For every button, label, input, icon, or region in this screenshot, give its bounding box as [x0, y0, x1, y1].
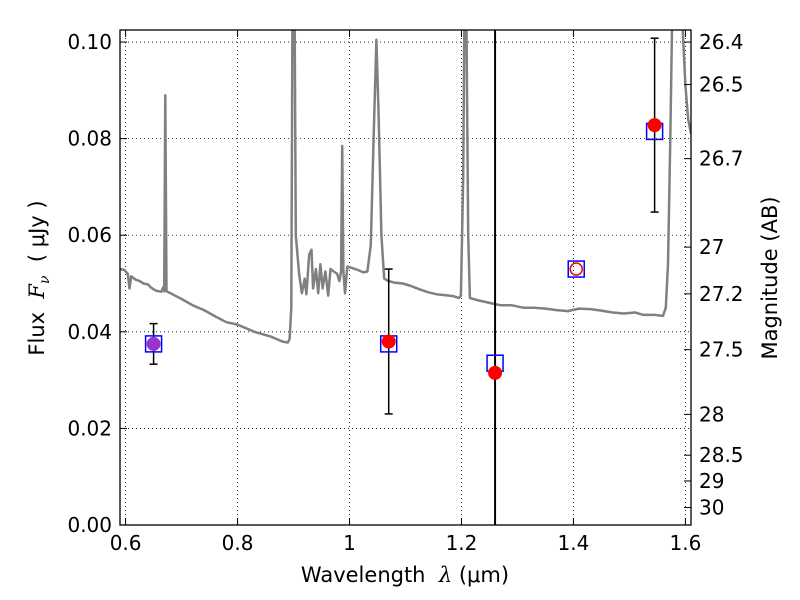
x-tick-label: 1 — [343, 531, 356, 555]
y-tick-label: 0.02 — [67, 416, 112, 440]
x-axis-label-prefix: Wavelength — [301, 563, 439, 587]
y-axis-label-subscript: ν — [37, 275, 53, 284]
x-axis-ticks: 0.6 0.8 1 1.2 1.4 1.6 — [110, 30, 701, 555]
observed-circle-marker — [647, 118, 662, 133]
y2-tick-label: 30 — [699, 495, 724, 519]
y-tick-label: 0.08 — [67, 127, 112, 151]
model-spectrum — [120, 30, 691, 344]
x-tick-label: 1.2 — [446, 531, 478, 555]
error-bars — [149, 37, 659, 415]
y2-tick-label: 27.2 — [699, 282, 744, 306]
spectrum-line — [120, 30, 691, 344]
y2-tick-label: 26.7 — [699, 147, 744, 171]
y2-tick-label: 27 — [699, 235, 724, 259]
x-axis-label-symbol: λ — [438, 563, 452, 587]
observed-circle-marker — [488, 365, 503, 380]
y-axis-ticks: 0.00 0.02 0.04 0.06 0.08 0.10 — [67, 30, 127, 537]
y-axis-label-prefix: Flux — [25, 299, 49, 356]
x-tick-label: 0.6 — [110, 531, 142, 555]
y2-tick-label: 28.5 — [699, 443, 744, 467]
y2-tick-label: 27.5 — [699, 338, 744, 362]
observed-circle-marker — [146, 336, 161, 351]
y2-tick-label: 26.4 — [699, 30, 744, 54]
y2-tick-label: 26.5 — [699, 73, 744, 97]
y-tick-label: 0.10 — [67, 30, 112, 54]
y-tick-label: 0.04 — [67, 320, 112, 344]
grid-lines — [120, 30, 691, 526]
y-axis-label-unit: ( μJy ) — [25, 200, 49, 275]
y-tick-label: 0.06 — [67, 223, 112, 247]
observed-circle-marker — [569, 262, 583, 276]
y-axis-label: Flux Fν ( μJy ) — [25, 200, 53, 355]
observed-circle-marker — [381, 334, 396, 349]
x-tick-label: 1.4 — [558, 531, 590, 555]
plot-frame — [119, 29, 692, 526]
x-tick-label: 0.8 — [222, 531, 254, 555]
y2-tick-label: 29 — [699, 469, 724, 493]
y2-tick-label: 28 — [699, 402, 724, 426]
data-markers — [144, 118, 664, 380]
y2-axis-label: Magnitude (AB) — [758, 196, 782, 359]
y-axis-label-symbol: F — [25, 283, 49, 300]
x-tick-label: 1.6 — [669, 531, 701, 555]
y-tick-label: 0.00 — [67, 513, 112, 537]
x-axis-label-unit: (μm) — [452, 563, 509, 587]
model-square-marker — [567, 260, 585, 278]
model-square-marker — [144, 335, 163, 353]
x-axis-label: Wavelength λ (μm) — [301, 563, 509, 587]
